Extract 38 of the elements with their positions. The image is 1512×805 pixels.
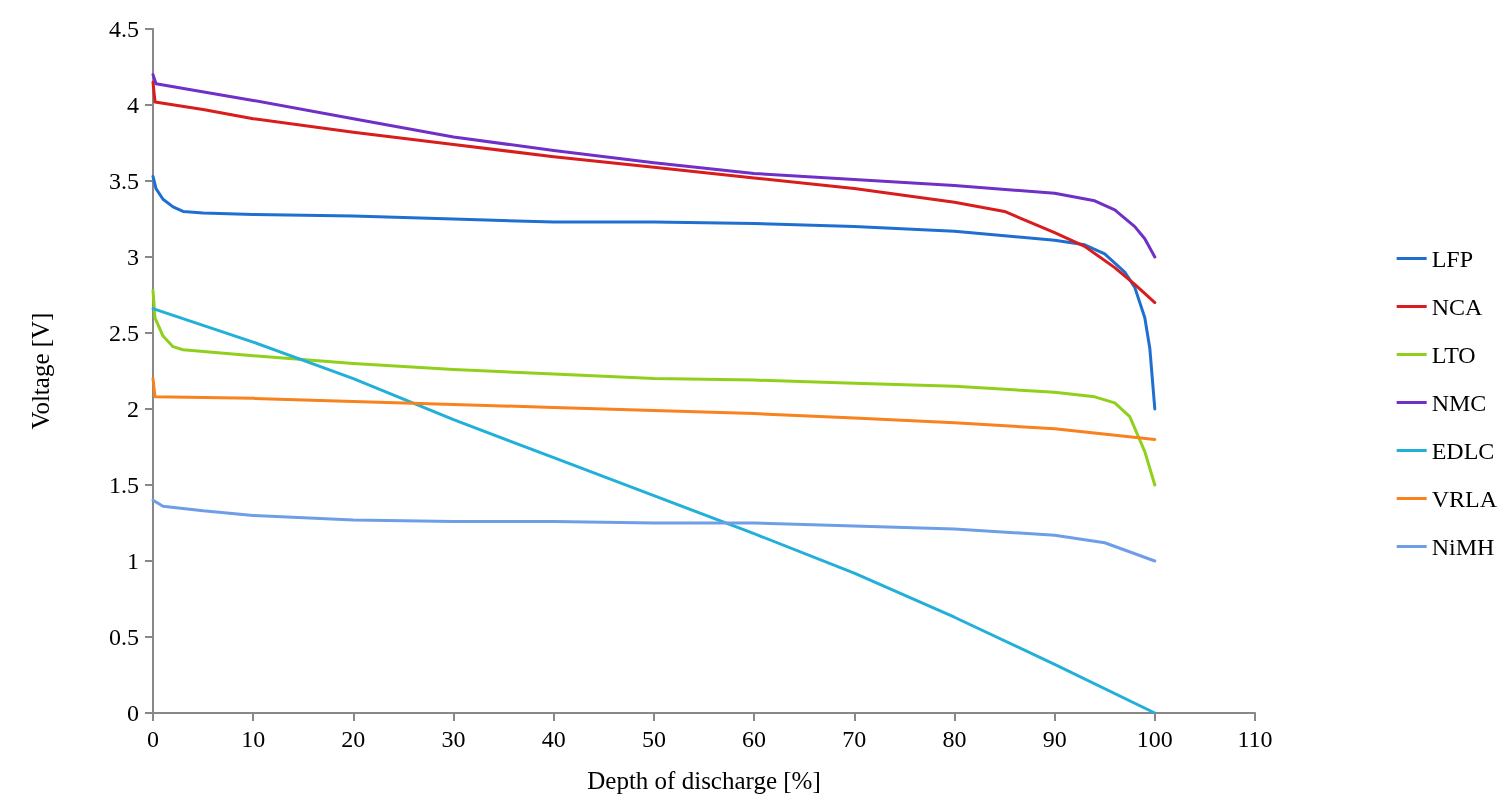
x-tick-label: 80 [942,726,967,752]
x-tick-label: 70 [842,726,867,752]
x-tick-label: 50 [641,726,666,752]
line-series [151,73,1157,259]
x-axis-title: Depth of discharge [%] [587,767,821,794]
legend-label: NCA [1431,293,1484,320]
x-tick-label: 100 [1136,726,1173,752]
x-tick-label: 110 [1237,726,1273,752]
x-tick-label: 60 [742,726,767,752]
x-tick-label: 20 [341,726,366,752]
y-tick-label: 2 [127,396,139,422]
x-tick-label: 10 [241,726,266,752]
line-series [151,174,1157,411]
line-series [151,498,1157,563]
y-tick-label: 1.5 [109,472,139,498]
y-tick-label: 4 [127,92,139,118]
line-series [151,307,1157,715]
x-tick-label: 0 [147,726,159,752]
y-tick-label: 3 [127,244,139,270]
y-tick-label: 1 [127,548,139,574]
line-series [151,288,1157,487]
x-tick-label: 40 [541,726,566,752]
legend-label: EDLC [1431,437,1495,464]
legend-label: NMC [1431,389,1487,416]
legend-label: VRLA [1431,485,1498,512]
x-tick-label: 30 [441,726,466,752]
x-tick-label: 90 [1042,726,1067,752]
y-tick-label: 0.5 [109,624,139,650]
y-tick-label: 0 [127,700,139,726]
legend-label: LTO [1431,341,1476,368]
line-series [151,80,1157,305]
y-tick-label: 2.5 [109,320,139,346]
y-tick-label: 3.5 [109,168,139,194]
y-tick-label: 4.5 [109,16,139,42]
legend-label: LFP [1431,245,1474,272]
legend-label: NiMH [1431,533,1495,560]
y-axis-title: Voltage [V] [27,312,54,430]
line-series [151,377,1157,441]
